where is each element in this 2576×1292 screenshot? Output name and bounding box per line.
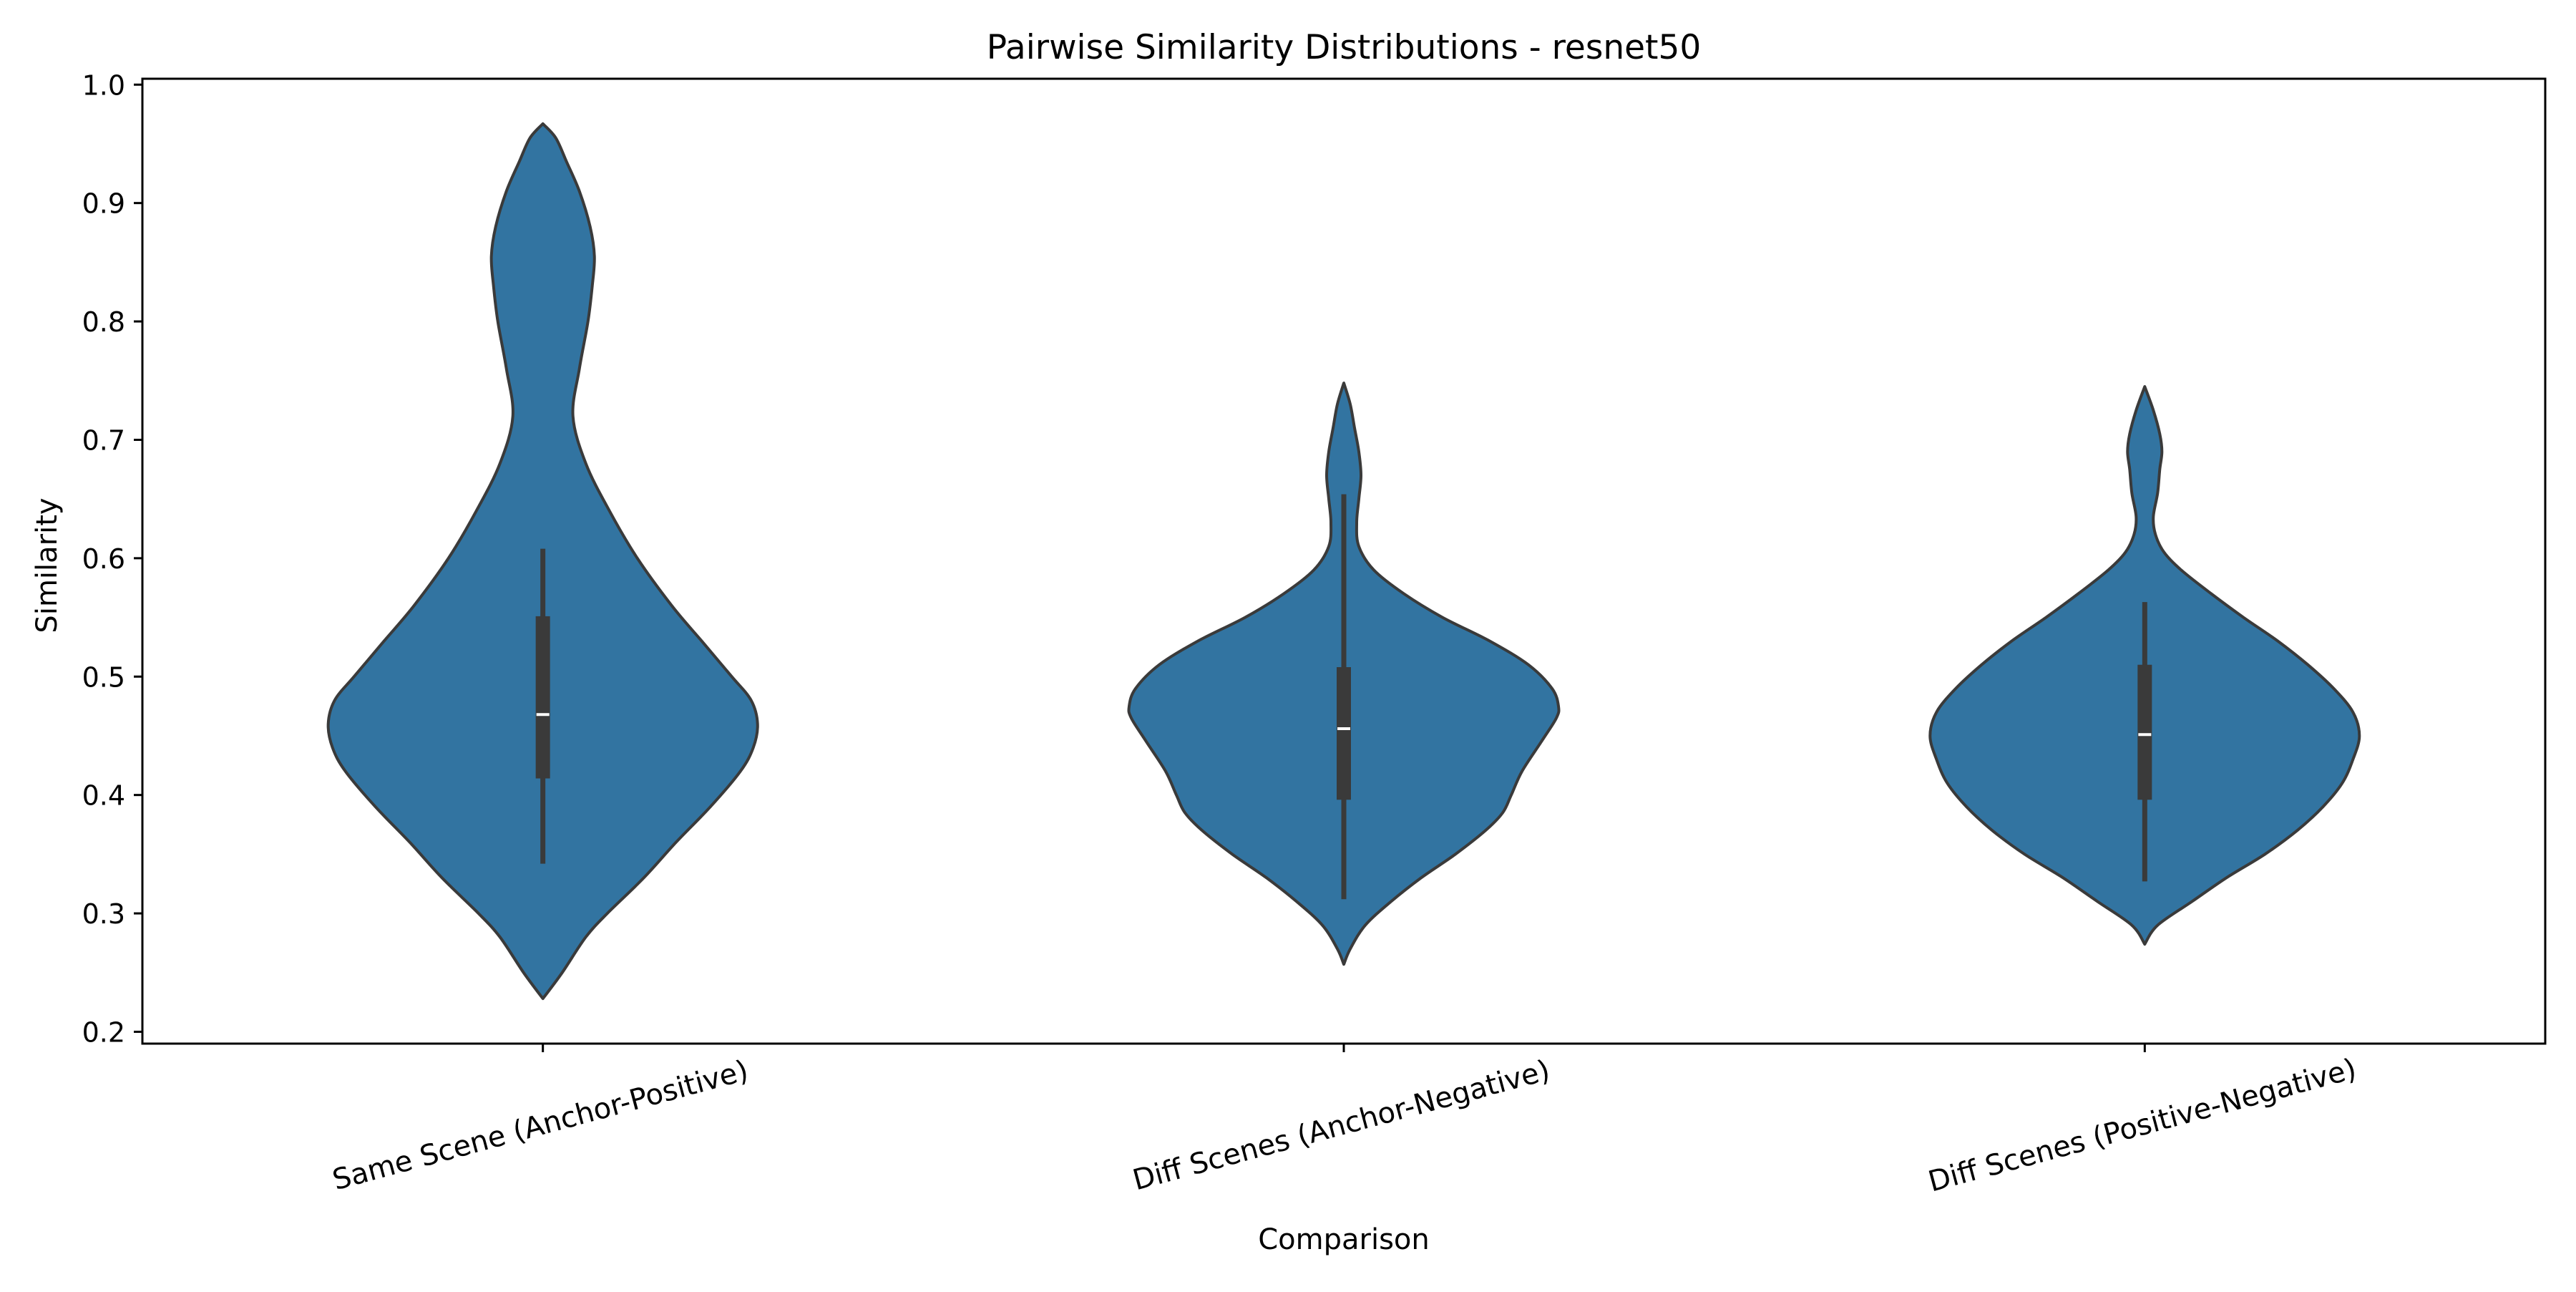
y-tick-label: 0.6 [82, 543, 125, 575]
y-tick-label: 0.3 [82, 898, 125, 930]
y-tick-label: 0.2 [82, 1016, 125, 1048]
violin-1 [326, 122, 759, 1001]
violin-3 [1928, 385, 2361, 946]
violin-iqr-box [2137, 664, 2152, 800]
y-tick-label: 0.7 [82, 424, 125, 456]
violin-iqr-box [535, 616, 550, 779]
y-tick-label: 0.5 [82, 661, 125, 693]
violins-layer [326, 122, 2361, 1001]
plot-frame [141, 77, 2547, 1045]
violin-iqr-box [1337, 667, 1351, 800]
y-tick-label: 0.9 [82, 188, 125, 220]
violin-2 [1127, 382, 1561, 966]
y-axis: 0.2 0.3 0.4 0.5 0.6 0.7 0.8 0.9 1.0 [82, 69, 142, 1048]
y-axis-label: Similarity [31, 497, 64, 633]
x-axis-label: Comparison [1258, 1223, 1430, 1256]
y-tick-label: 1.0 [82, 69, 125, 101]
y-tick-label: 0.8 [82, 306, 125, 338]
y-tick-label: 0.4 [82, 780, 125, 812]
chart-title: Pairwise Similarity Distributions - resn… [987, 28, 1702, 67]
